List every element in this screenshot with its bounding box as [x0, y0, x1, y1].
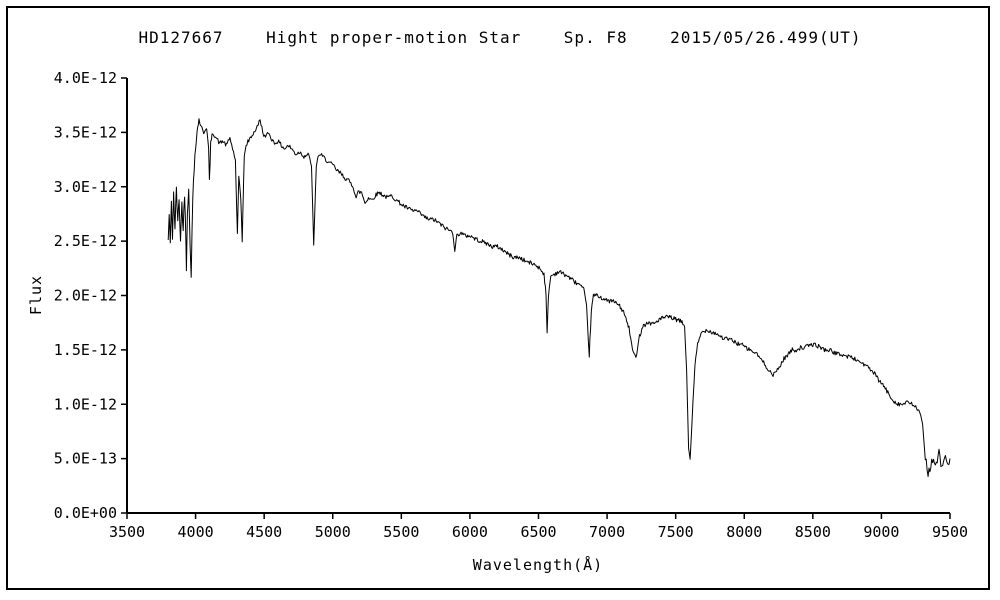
x-tick-label: 8500 — [795, 523, 831, 541]
x-axis-label: Wavelength(Å) — [472, 556, 604, 574]
x-tick-label: 8000 — [726, 523, 762, 541]
y-axis-label: Flux — [27, 274, 45, 316]
y-tick-label: 5.0E-13 — [54, 450, 117, 468]
x-tick-label: 4500 — [246, 523, 282, 541]
figure-frame — [6, 6, 990, 590]
y-tick-label: 3.0E-12 — [54, 178, 117, 196]
y-tick-label: 1.0E-12 — [54, 395, 117, 413]
x-tick-label: 6500 — [520, 523, 556, 541]
x-tick-label: 9000 — [863, 523, 899, 541]
y-tick-label: 2.0E-12 — [54, 287, 117, 305]
x-tick-label: 6000 — [452, 523, 488, 541]
y-tick-label: 4.0E-12 — [54, 69, 117, 87]
y-tick-label: 0.0E+00 — [54, 504, 117, 522]
x-tick-label: 5000 — [315, 523, 351, 541]
y-tick-label: 2.5E-12 — [54, 232, 117, 250]
x-tick-label: 5500 — [383, 523, 419, 541]
y-tick-label: 1.5E-12 — [54, 341, 117, 359]
x-tick-label: 4000 — [178, 523, 214, 541]
x-tick-label: 9500 — [932, 523, 968, 541]
x-tick-label: 3500 — [109, 523, 145, 541]
chart-title: HD127667 Hight proper-motion Star Sp. F8… — [138, 28, 862, 47]
x-tick-label: 7500 — [658, 523, 694, 541]
y-tick-label: 3.5E-12 — [54, 123, 117, 141]
x-tick-label: 7000 — [589, 523, 625, 541]
spectrum-line — [167, 118, 951, 477]
